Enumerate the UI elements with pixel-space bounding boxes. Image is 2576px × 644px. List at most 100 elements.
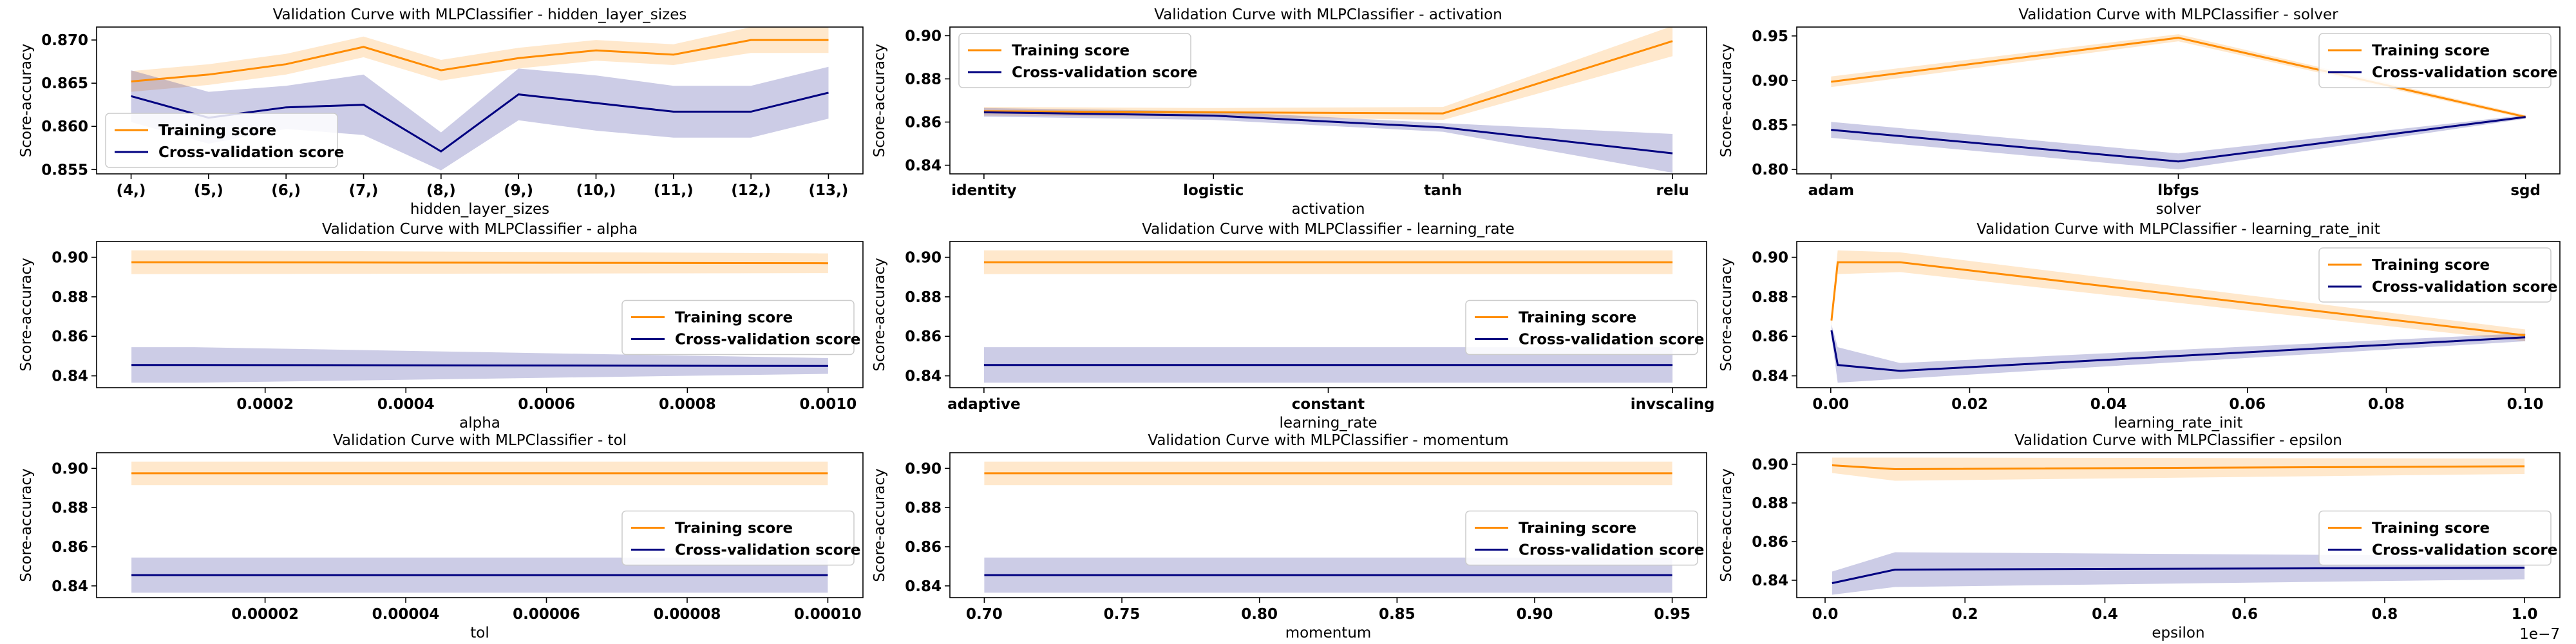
subplot-2: 0.84 0.86 0.88 0.90 identity logistic tanh relu…: [871, 6, 1707, 218]
x-tick-label: 0.06: [2229, 396, 2266, 413]
training-score-line: [1831, 37, 2526, 118]
legend-label-train: Training score: [675, 310, 793, 327]
x-tick-label: 0.00002: [231, 606, 299, 623]
x-axis-label: learning_rate: [1279, 415, 1377, 431]
training-score-band: [1832, 457, 2525, 481]
subplot-title: Validation Curve with MLPClassifier - mo…: [1148, 432, 1508, 449]
x-tick-label: (8,): [426, 182, 456, 199]
y-axis-label: Score-accuracy: [871, 258, 888, 372]
legend: Training score Cross-validation score: [1465, 510, 1704, 566]
plot-area: [131, 27, 829, 171]
x-tick-label: 0.0004: [377, 396, 435, 413]
subplot-title: Validation Curve with MLPClassifier - hi…: [273, 6, 687, 23]
y-tick-label: 0.865: [41, 75, 88, 92]
x-tick-label: (6,): [271, 182, 301, 199]
y-tick-label: 0.84: [52, 368, 88, 385]
x-tick-label: 0.00: [1812, 396, 1849, 413]
x-tick-label: 0.85: [1379, 606, 1416, 623]
legend-box: [621, 299, 855, 355]
legend-label-train: Training score: [675, 520, 793, 537]
x-tick-label: 0.0002: [236, 396, 294, 413]
axes-frame: [96, 26, 864, 175]
y-tick-label: 0.90: [52, 250, 88, 267]
x-axis-label: tol: [470, 625, 489, 641]
x-tick-label: 0.02: [1951, 396, 1988, 413]
y-tick-label: 0.86: [52, 328, 88, 345]
legend-label-cv: Cross-validation score: [1519, 332, 1704, 348]
subplot-6: 0.84 0.86 0.88 0.90 0.00 0.02 0.04 0.06 0.08 0.10…: [1718, 221, 2561, 431]
legend-label-cv: Cross-validation score: [2372, 542, 2557, 559]
subplot-title: Validation Curve with MLPClassifier - ep…: [2014, 432, 2342, 449]
y-tick-label: 0.90: [1752, 73, 1788, 90]
plot-area: [983, 27, 1673, 173]
y-axis-label: Score-accuracy: [1718, 468, 1735, 582]
plot-area: [983, 250, 1673, 383]
y-tick-label: 0.90: [905, 460, 942, 477]
x-tick-label: 0.00008: [654, 606, 721, 623]
y-tick-label: 0.860: [41, 118, 88, 135]
legend-box: [958, 33, 1191, 88]
plot-area: [131, 461, 828, 593]
x-tick-label: 0.00006: [513, 606, 580, 623]
axes-frame: [1796, 241, 2561, 388]
axes-frame: [949, 26, 1707, 175]
y-tick-label: 0.84: [905, 578, 942, 595]
subplot-title: Validation Curve with MLPClassifier - so…: [2018, 6, 2338, 23]
x-tick-label: 0.6: [2231, 606, 2258, 623]
x-tick-label: lbfgs: [2157, 182, 2199, 199]
x-tick-label: 0.10: [2507, 396, 2544, 413]
x-tick-label: logistic: [1183, 182, 1244, 199]
x-tick-label: invscaling: [1631, 396, 1715, 413]
y-axis-label: Score-accuracy: [1718, 258, 1735, 372]
subplot-1: 0.855 0.860 0.865 0.870 (4,) (5,) (6,) (7,) (8,)…: [18, 6, 864, 218]
y-axis-label: Score-accuracy: [1718, 44, 1735, 158]
x-tick-label: 0.08: [2368, 396, 2405, 413]
y-tick-label: 0.88: [905, 71, 942, 88]
x-tick-label: 0.00004: [372, 606, 440, 623]
subplot-4: 0.84 0.86 0.88 0.90 0.0002 0.0004 0.0006 0.0008…: [18, 221, 864, 431]
y-tick-label: 0.84: [905, 158, 942, 175]
training-score-line: [1830, 261, 2526, 337]
legend-label-cv: Cross-validation score: [2372, 279, 2557, 296]
legend-label-train: Training score: [2372, 43, 2490, 59]
x-axis-label: alpha: [459, 415, 500, 431]
y-tick-label: 0.84: [1752, 368, 1788, 385]
y-tick-label: 0.95: [1752, 28, 1788, 45]
legend: Training score Cross-validation score: [2318, 510, 2557, 566]
x-tick-label: 0.2: [1952, 606, 1978, 623]
cv-score-band: [131, 66, 829, 171]
legend-label-train: Training score: [1012, 43, 1130, 59]
y-axis-label: Score-accuracy: [871, 468, 888, 582]
subplot-title: Validation Curve with MLPClassifier - al…: [322, 221, 638, 238]
x-tick-label: sgd: [2510, 182, 2541, 199]
legend-box: [1465, 510, 1698, 566]
legend-label-train: Training score: [1519, 310, 1636, 327]
plot-area: [131, 250, 828, 383]
y-tick-label: 0.86: [905, 539, 942, 556]
y-tick-label: 0.88: [1752, 289, 1788, 306]
legend-box: [621, 510, 855, 566]
x-tick-label: constant: [1292, 396, 1365, 413]
y-tick-label: 0.86: [52, 539, 88, 556]
x-tick-label: 0.8: [2372, 606, 2398, 623]
x-tick-label: 0.04: [2090, 396, 2127, 413]
x-tick-label: 1.0: [2512, 606, 2538, 623]
cv-score-line: [983, 111, 1673, 155]
legend: Training score Cross-validation score: [105, 113, 344, 168]
subplot-9: 0.84 0.86 0.88 0.90 0.0 0.2 0.4 0.6 0.8 1.0 1e−7 Va…: [1718, 432, 2561, 643]
legend-label-train: Training score: [2372, 257, 2490, 274]
x-axis-label: learning_rate_init: [2114, 415, 2243, 431]
legend-box: [2318, 33, 2552, 88]
cv-score-line: [131, 364, 828, 367]
plot-area: [984, 461, 1672, 593]
x-axis-label: solver: [2156, 201, 2201, 218]
legend-box: [2318, 247, 2552, 303]
x-tick-label: 0.0010: [800, 396, 857, 413]
training-score-band: [131, 27, 829, 92]
y-tick-label: 0.86: [905, 115, 942, 131]
training-score-line: [131, 261, 828, 265]
cv-score-band: [983, 108, 1673, 173]
axes-frame: [96, 452, 864, 598]
legend: Training score Cross-validation score: [2318, 247, 2557, 303]
x-tick-label: (9,): [504, 182, 533, 199]
